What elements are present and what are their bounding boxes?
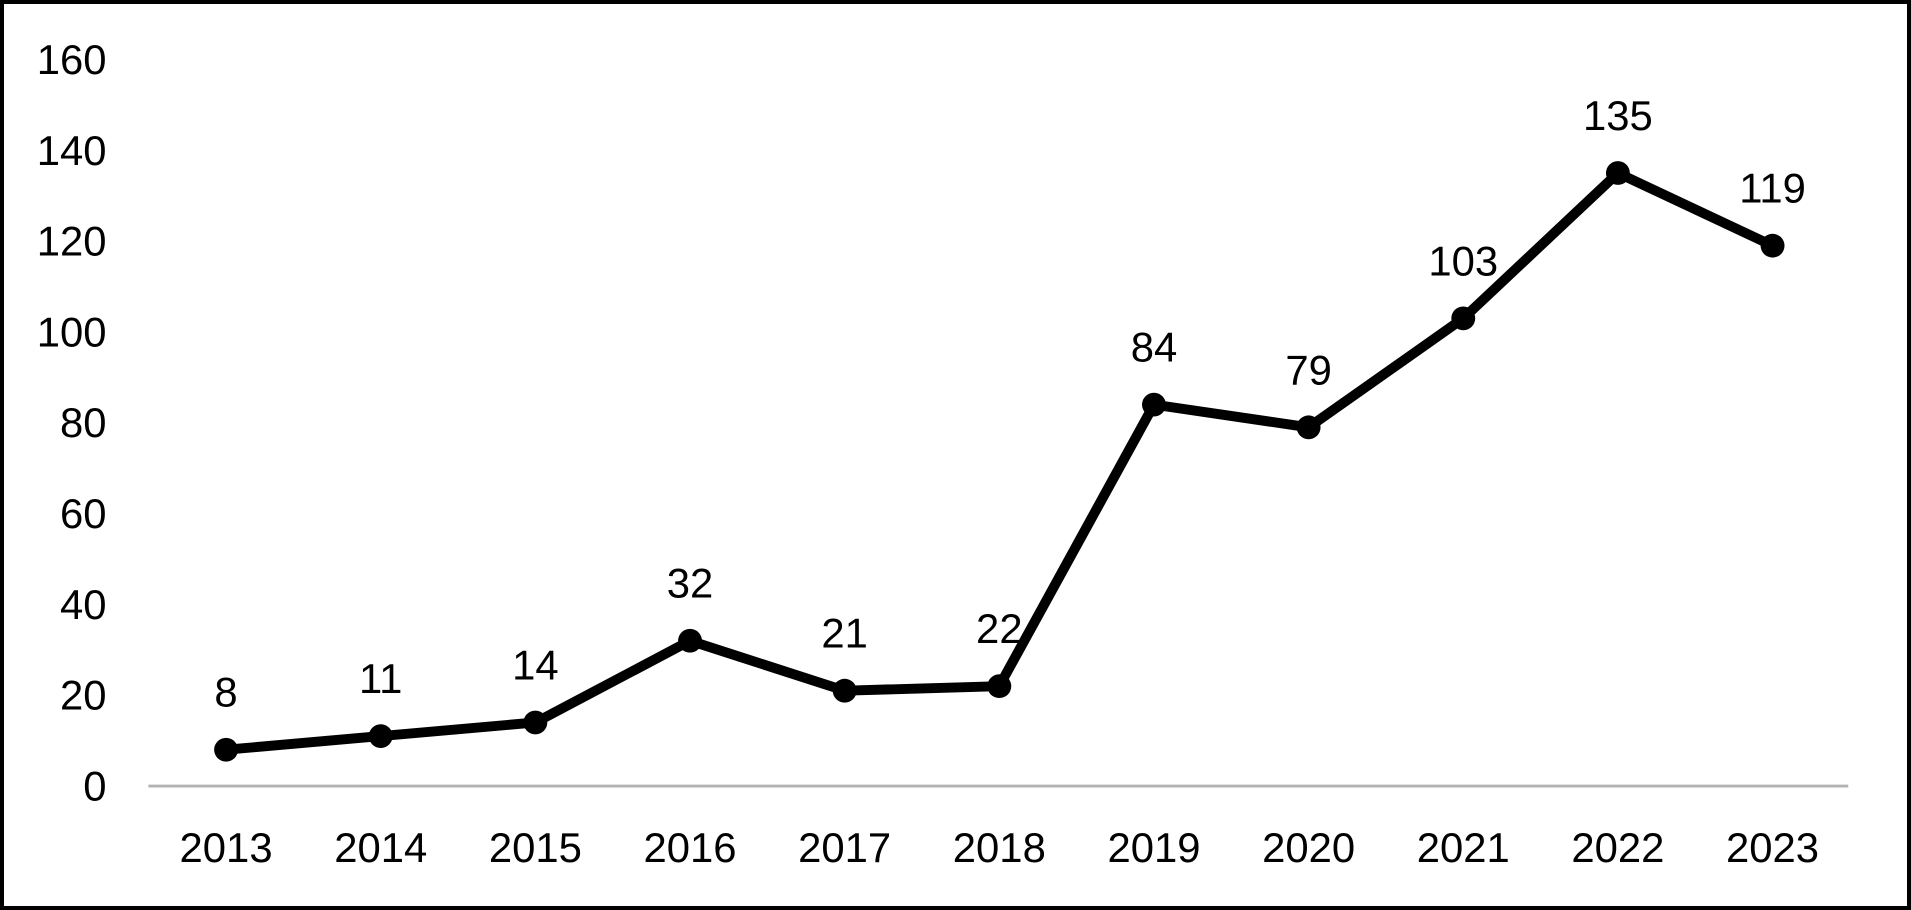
data-point-label: 119 xyxy=(1739,165,1806,212)
data-point-marker xyxy=(368,724,393,749)
x-tick-label: 2023 xyxy=(1726,824,1819,871)
data-series xyxy=(214,161,1785,762)
data-labels: 8 11 14 32 21 22 84 79 103 135 119 xyxy=(214,92,1805,716)
y-tick-label: 140 xyxy=(37,127,107,174)
x-tick-label: 2018 xyxy=(953,824,1046,871)
data-point-marker xyxy=(987,674,1012,699)
y-tick-label: 100 xyxy=(37,309,107,356)
y-tick-label: 60 xyxy=(60,490,107,537)
data-point-marker xyxy=(1451,306,1476,331)
x-tick-label: 2014 xyxy=(334,824,427,871)
data-point-marker xyxy=(1296,415,1321,440)
data-point-label: 11 xyxy=(359,655,402,702)
y-tick-label: 0 xyxy=(83,763,106,810)
y-tick-label: 20 xyxy=(60,672,107,719)
data-point-marker xyxy=(523,710,548,735)
data-point-label: 14 xyxy=(512,642,559,689)
x-axis: 2013 2014 2015 2016 2017 2018 2019 2020 2021 2022… xyxy=(148,784,1849,871)
x-tick-label: 2013 xyxy=(180,824,273,871)
data-line xyxy=(221,168,1778,755)
data-point-marker xyxy=(1605,161,1630,185)
data-point-label: 103 xyxy=(1428,237,1498,284)
data-point-label: 84 xyxy=(1131,324,1178,371)
x-tick-label: 2020 xyxy=(1262,824,1355,871)
x-tick-label: 2022 xyxy=(1571,824,1664,871)
x-tick-label: 2016 xyxy=(644,824,737,871)
y-tick-label: 40 xyxy=(60,581,107,628)
data-point-marker xyxy=(1142,392,1166,417)
x-tick-label: 2015 xyxy=(489,824,582,871)
data-point-marker xyxy=(832,678,857,703)
y-axis: 0 20 40 60 80 100 120 140 160 xyxy=(37,36,107,809)
data-point-label: 21 xyxy=(821,610,868,657)
y-tick-label: 160 xyxy=(37,36,107,83)
data-point-marker xyxy=(214,737,239,762)
data-point-marker xyxy=(678,628,702,653)
data-point-marker xyxy=(1760,233,1785,258)
data-point-label: 135 xyxy=(1583,92,1653,139)
x-tick-label: 2019 xyxy=(1107,824,1200,871)
data-point-label: 79 xyxy=(1285,346,1332,393)
data-point-label: 22 xyxy=(976,605,1023,652)
data-point-label: 32 xyxy=(667,560,714,607)
x-tick-label: 2017 xyxy=(798,824,891,871)
data-point-label: 8 xyxy=(214,669,237,716)
x-tick-label: 2021 xyxy=(1417,824,1510,871)
y-tick-label: 120 xyxy=(37,218,107,265)
y-tick-label: 80 xyxy=(60,399,107,446)
